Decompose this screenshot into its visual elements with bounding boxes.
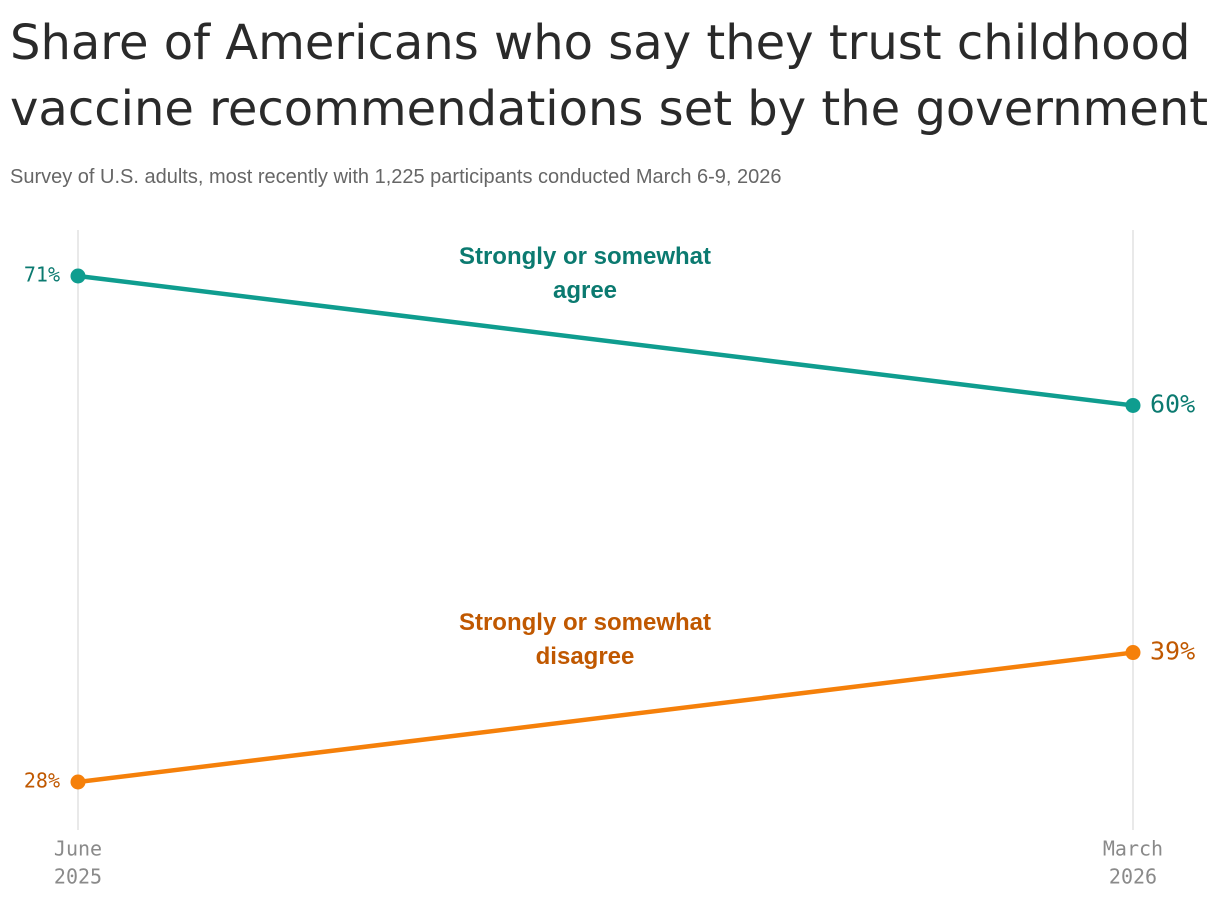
x-tick-label: March	[1103, 837, 1163, 861]
series-line	[77, 273, 1134, 408]
value-label: 71%	[24, 263, 60, 287]
data-point	[1125, 397, 1141, 413]
x-tick-label: 2026	[1109, 865, 1157, 889]
x-tick-label: 2025	[54, 865, 102, 889]
value-label: 28%	[24, 769, 60, 793]
chart-subtitle: Survey of U.S. adults, most recently wit…	[10, 166, 782, 188]
series-label: Strongly or somewhat agree	[458, 243, 712, 304]
chart-title: Share of Americans who say they trust ch…	[10, 15, 1209, 137]
series-line	[77, 650, 1134, 785]
series-label: Strongly or somewhat disagree	[458, 609, 712, 670]
data-point	[70, 268, 86, 284]
data-point	[70, 774, 86, 790]
data-point	[1125, 645, 1141, 661]
x-tick-label: June	[54, 837, 102, 861]
value-label: 60%	[1150, 389, 1195, 418]
value-label: 39%	[1150, 637, 1195, 666]
